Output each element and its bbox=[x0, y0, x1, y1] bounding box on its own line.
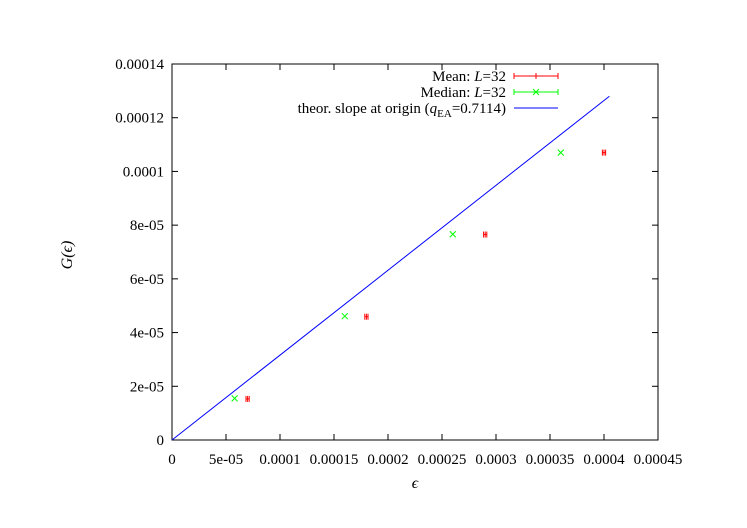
y-tick-label: 0.00014 bbox=[115, 57, 164, 73]
x-axis-label: ϵ bbox=[412, 475, 419, 492]
x-tick-label: 0.00025 bbox=[418, 452, 467, 468]
legend-entry-mean: Mean: L=32 bbox=[432, 69, 506, 85]
y-tick-label: 2e-05 bbox=[130, 379, 164, 395]
data-point-mean bbox=[245, 395, 250, 402]
legend-entry-median: Median: L=32 bbox=[420, 85, 506, 101]
legend-entry-theory: theor. slope at origin (qEA=0.7114) bbox=[298, 101, 506, 120]
y-tick-label: 0 bbox=[157, 433, 165, 449]
series-layer bbox=[171, 95, 610, 441]
y-tick-label: 0.0001 bbox=[123, 164, 164, 180]
legend-sample-median-marker bbox=[532, 88, 540, 96]
cross-stroke bbox=[231, 395, 238, 402]
x-tick-label: 0.0003 bbox=[475, 452, 516, 468]
x-tick-label: 0.0001 bbox=[259, 452, 300, 468]
x-tick-label: 0.00035 bbox=[526, 452, 575, 468]
data-point-mean bbox=[483, 231, 488, 238]
y-axis-ticks: 0 2e-05 4e-05 6e-05 8e-05 0.0001 0.00012 0.0001… bbox=[115, 57, 658, 449]
x-tick-label: 0.00015 bbox=[310, 452, 359, 468]
cross-stroke bbox=[341, 312, 349, 320]
x-tick-label: 5e-05 bbox=[209, 452, 243, 468]
y-tick-label: 4e-05 bbox=[130, 326, 164, 342]
legend-samples bbox=[513, 73, 559, 109]
x-tick-label: 0.00045 bbox=[634, 452, 683, 468]
x-tick-label: 0.0004 bbox=[583, 452, 625, 468]
theory-slope-line bbox=[171, 95, 610, 441]
y-tick-label: 6e-05 bbox=[130, 272, 164, 288]
data-point-median bbox=[231, 395, 238, 402]
y-tick-label: 0.00012 bbox=[115, 111, 164, 127]
y-tick-label: 8e-05 bbox=[130, 218, 164, 234]
legend-sample-mean bbox=[513, 73, 559, 79]
x-tick-label: 0 bbox=[168, 452, 176, 468]
data-point-median bbox=[341, 312, 349, 320]
x-tick-label: 0.0002 bbox=[367, 452, 408, 468]
data-point-mean bbox=[364, 313, 369, 320]
legend: Mean: L=32 Median: L=32 theor. slope at … bbox=[298, 69, 559, 120]
cross-stroke bbox=[449, 230, 457, 238]
cross-stroke bbox=[557, 149, 565, 156]
y-axis-label: G(ϵ) bbox=[59, 241, 76, 270]
data-point-mean bbox=[601, 149, 607, 156]
data-point-median bbox=[449, 230, 457, 238]
data-point-median bbox=[557, 149, 565, 156]
cross-stroke bbox=[532, 88, 540, 96]
plot-frame bbox=[171, 63, 659, 441]
x-axis-ticks: 0 5e-05 0.0001 0.00015 0.0002 0.00025 0.0003 0.… bbox=[168, 64, 682, 468]
